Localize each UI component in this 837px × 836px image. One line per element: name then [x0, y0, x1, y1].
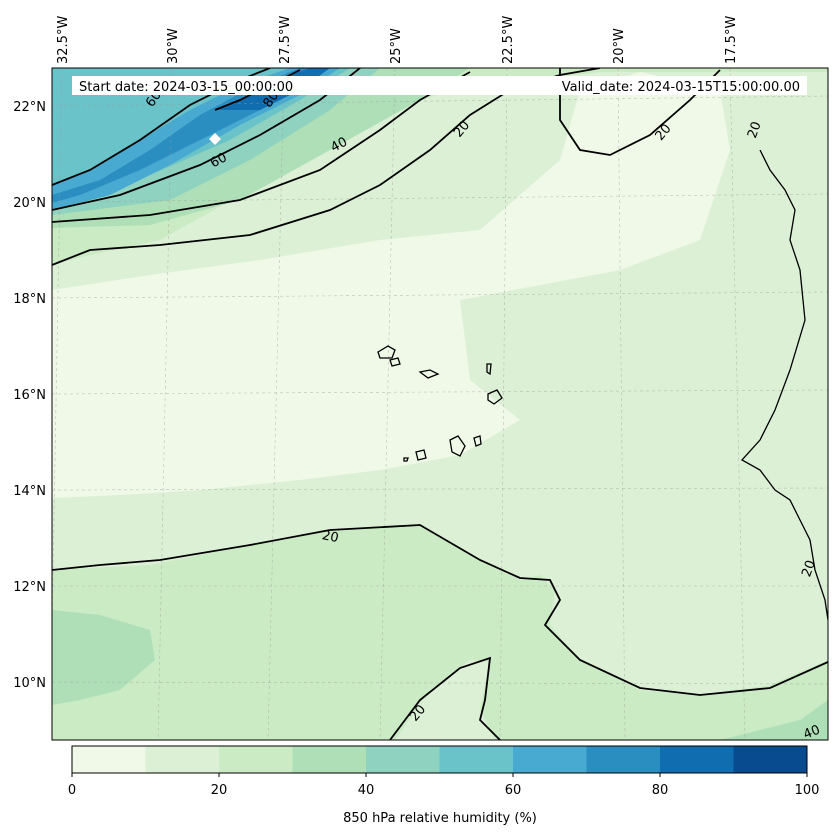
latitude-label: 14°N	[13, 484, 46, 499]
colorbar-segment	[145, 746, 219, 773]
island-boa-vista	[487, 389, 503, 405]
longitude-labels: 32.5°W 30°W 27.5°W 25°W 22.5°W 20°W 17.5…	[56, 16, 739, 64]
longitude-label: 20°W	[612, 28, 627, 64]
island-sao-nicolau	[418, 369, 440, 379]
longitude-label: 25°W	[389, 28, 404, 64]
rh-fill-30-40-south	[52, 610, 155, 705]
latitude-label: 10°N	[13, 676, 46, 691]
header-background	[72, 76, 807, 95]
colorbar-frame	[71, 745, 808, 774]
longitude-label: 27.5°W	[278, 16, 293, 64]
island-brava	[403, 457, 409, 462]
longitude-label: 32.5°W	[56, 16, 71, 64]
colorbar-segment	[586, 746, 660, 773]
colorbar-segment	[439, 746, 513, 773]
longitude-label: 22.5°W	[501, 16, 516, 64]
latitude-label: 12°N	[13, 580, 46, 595]
contour-label: 60	[208, 150, 230, 171]
contour-20-south	[52, 524, 828, 696]
colorbar	[71, 745, 808, 777]
island-maio	[473, 435, 482, 447]
island-sal	[486, 363, 492, 376]
contour-label: 20	[745, 120, 765, 141]
longitude-label: 17.5°W	[724, 16, 739, 64]
colorbar-tick-label: 80	[652, 783, 669, 798]
contour-label: 40	[328, 135, 350, 156]
valid-date-label: Valid_date: 2024-03-15T15:00:00.00	[562, 80, 800, 95]
colorbar-segment	[72, 746, 146, 773]
colorbar-tick-label: 100	[795, 783, 820, 798]
contour-label: 20	[799, 558, 819, 579]
rh-fill-0-10	[52, 72, 730, 498]
colorbar-label: 850 hPa relative humidity (%)	[343, 811, 537, 826]
colorbar-tick-label: 0	[68, 783, 76, 798]
colorbar-segment	[219, 746, 293, 773]
colorbar-segment	[366, 746, 440, 773]
contour-40	[52, 71, 471, 223]
contour-20-southpocket	[389, 656, 501, 740]
island-fogo	[415, 449, 427, 461]
colorbar-segment	[292, 746, 366, 773]
island-santiago	[449, 435, 466, 457]
rh-fill-30-40-southeast	[720, 700, 828, 740]
latitude-label: 22°N	[13, 100, 46, 115]
graticule	[52, 68, 828, 740]
contour-20-northeast	[559, 68, 721, 156]
coastlines	[377, 149, 828, 621]
latitude-label: 18°N	[13, 292, 46, 307]
longitude-label: 30°W	[166, 28, 181, 64]
colorbar-tick-label: 20	[211, 783, 228, 798]
colorbar-tick-label: 40	[358, 783, 375, 798]
colorbar-segment	[513, 746, 587, 773]
contour-label: 40	[801, 723, 822, 743]
island-santo-antao	[377, 345, 396, 359]
colorbar-segment	[660, 746, 734, 773]
start-date-label: Start date: 2024-03-15_00:00:00	[79, 80, 293, 95]
map-panel	[52, 68, 828, 740]
latitude-labels: 22°N 20°N 18°N 16°N 14°N 12°N 10°N	[13, 100, 46, 691]
africa-coast	[740, 149, 828, 621]
island-sao-vicente	[389, 357, 401, 367]
colorbar-segment	[733, 746, 807, 773]
map-frame	[51, 67, 829, 741]
rh-fill-10-20-pocket	[395, 660, 495, 740]
location-marker	[208, 132, 222, 146]
colorbar-tick-label: 60	[505, 783, 522, 798]
contour-label: 20	[321, 528, 340, 546]
latitude-label: 16°N	[13, 388, 46, 403]
latitude-label: 20°N	[13, 196, 46, 211]
colorbar-ticks: 0 20 40 60 80 100	[68, 783, 820, 798]
rh-fill-20-30-south	[52, 525, 828, 740]
